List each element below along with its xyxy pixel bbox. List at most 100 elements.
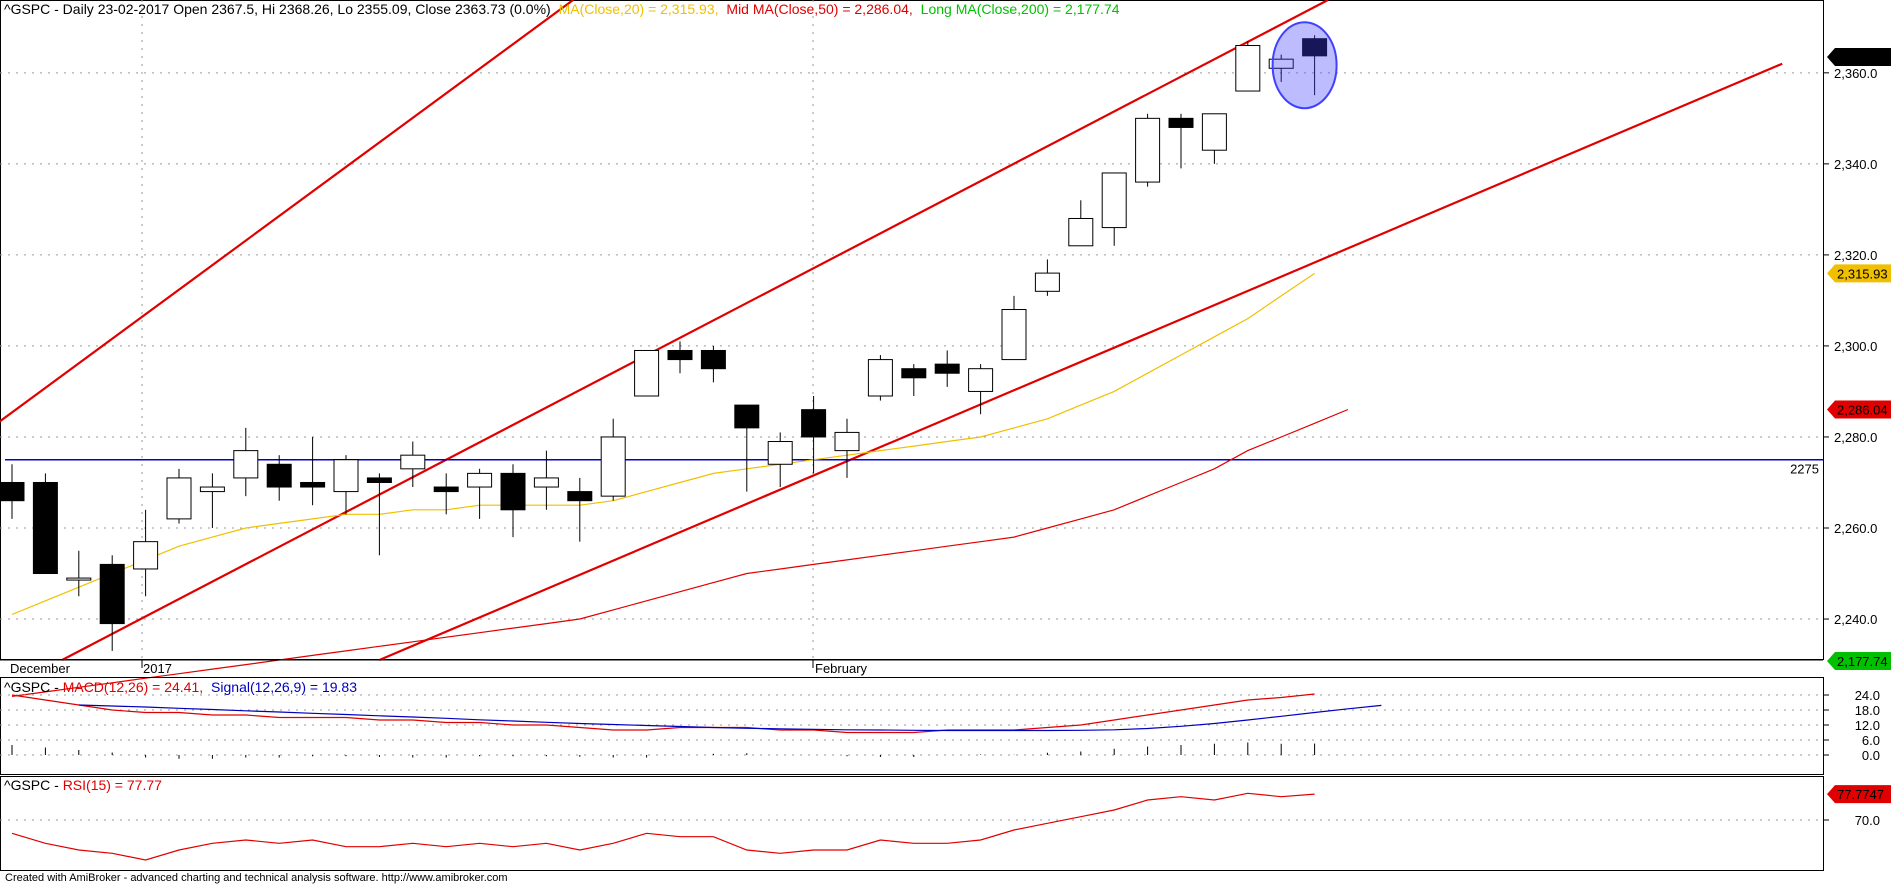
candle <box>0 464 25 519</box>
title-ma20: MA(Close,20) = 2,315.93, <box>559 1 719 17</box>
candle <box>400 441 426 488</box>
candle-body <box>1101 172 1127 229</box>
tag-ma200-bg <box>1827 652 1891 670</box>
price-y-tick-label: 2,260.0 <box>1834 521 1877 536</box>
candle-body <box>467 472 493 488</box>
candle <box>233 427 259 497</box>
macd-title: ^GSPC - MACD(12,26) = 24.41, Signal(12,2… <box>4 679 357 695</box>
rsi-tag: 77.7747 <box>1827 785 1891 804</box>
signal-line <box>78 704 1382 732</box>
candle-body <box>166 477 192 520</box>
highlight-ellipse <box>1271 21 1338 110</box>
candle-body <box>133 541 159 570</box>
ma50-line <box>11 408 1349 697</box>
macd-y-tick-label: 6.0 <box>1862 733 1880 748</box>
candle-body <box>400 454 426 470</box>
candle <box>1168 113 1194 169</box>
tag-close-text: 2,363.73 <box>1837 50 1888 65</box>
x-label-february: February <box>815 661 868 676</box>
rsi-title: ^GSPC - RSI(15) = 77.77 <box>4 777 162 793</box>
candle <box>567 477 593 542</box>
tag-ma200-text: 2,177.74 <box>1837 654 1888 669</box>
support-line-label: 2275 <box>1790 462 1819 477</box>
candle <box>433 473 459 515</box>
candle-body <box>1235 45 1261 92</box>
candle-body <box>867 359 893 397</box>
price-tags: 2,363.73 2,315.93 2,286.04 2,177.74 <box>1827 48 1891 670</box>
candle <box>934 350 960 387</box>
price-y-tick-label: 2,280.0 <box>1834 430 1877 445</box>
horizontal-line: 2275 <box>5 458 1823 477</box>
trend-line <box>61 0 1329 661</box>
candle <box>1034 259 1060 296</box>
candle-body <box>500 472 526 511</box>
candle <box>1302 35 1328 96</box>
tag-ma20-bg <box>1827 264 1891 283</box>
candle <box>634 349 660 397</box>
price-y-tick-label: 2,240.0 <box>1834 612 1877 627</box>
price-y-tick-label: 2,340.0 <box>1834 157 1877 172</box>
trend-line <box>378 62 1783 662</box>
tag-ma20: 2,315.93 <box>1827 264 1891 283</box>
candle-body <box>233 450 259 479</box>
macd-line <box>11 693 1315 734</box>
candle-body <box>1201 113 1227 151</box>
candle <box>467 468 493 519</box>
macd-pane-frame <box>0 677 1824 775</box>
price-pane-frame <box>0 0 1824 660</box>
price-y-axis: 2,240.0 2,260.0 2,280.0 2,300.0 2,320.0 2,340… <box>1823 66 1877 627</box>
macd-histogram <box>11 742 1316 759</box>
price-gridlines <box>0 0 1823 660</box>
candle <box>734 404 760 492</box>
title-ma200: Long MA(Close,200) = 2,177.74 <box>921 1 1120 17</box>
candle-body <box>300 481 326 488</box>
candle-body <box>634 349 660 397</box>
tag-ma20-text: 2,315.93 <box>1837 266 1888 281</box>
macd-gridlines <box>0 694 1823 756</box>
candle <box>99 555 125 651</box>
candle <box>834 418 860 478</box>
candle <box>1235 40 1261 92</box>
tag-ma200: 2,177.74 <box>1827 652 1891 670</box>
macd-title-signal: Signal(12,26,9) = 19.83 <box>211 679 357 695</box>
candle-body <box>834 431 860 452</box>
rsi-tag-text: 77.7747 <box>1837 787 1884 802</box>
candle <box>1201 113 1227 164</box>
candle <box>300 436 326 506</box>
tag-ma50: 2,286.04 <box>1827 400 1891 419</box>
rsi-pane: 70.0 77.7747 ^GSPC - RSI(15) = 77.77 <box>0 776 1891 871</box>
price-pane: 2,240.0 2,260.0 2,280.0 2,300.0 2,320.0 2,340… <box>0 0 1891 697</box>
rsi-y-axis: 70.0 <box>1823 813 1880 828</box>
candle <box>1135 113 1161 187</box>
candle-body <box>66 577 92 581</box>
rsi-title-rsi: RSI(15) = 77.77 <box>63 777 162 793</box>
trend-line <box>0 0 574 423</box>
candle <box>901 364 927 396</box>
candle <box>32 473 58 575</box>
candle-body <box>767 441 793 465</box>
candle <box>600 418 626 501</box>
candle-body <box>199 486 225 493</box>
candle-body <box>934 363 960 374</box>
candle-body <box>1068 217 1094 247</box>
footer-credit: Created with AmiBroker - advanced charti… <box>5 872 508 884</box>
candle-body <box>667 349 693 361</box>
rsi-line <box>11 792 1315 861</box>
candle <box>500 464 526 538</box>
candle <box>166 468 192 524</box>
macd-y-tick-label: 24.0 <box>1855 688 1880 703</box>
candle <box>333 455 359 515</box>
title-ma50: Mid MA(Close,50) = 2,286.04, <box>726 1 912 17</box>
candle <box>867 355 893 401</box>
candle <box>133 509 159 597</box>
candle <box>1268 54 1294 82</box>
rsi-title-prefix: ^GSPC - <box>4 777 63 793</box>
candle-body <box>433 486 459 493</box>
tag-ma50-bg <box>1827 400 1891 419</box>
candle <box>667 341 693 374</box>
trend-lines <box>0 0 1783 662</box>
candle-body <box>734 404 760 429</box>
x-label-2017: 2017 <box>143 661 172 676</box>
candle-body <box>533 477 559 488</box>
